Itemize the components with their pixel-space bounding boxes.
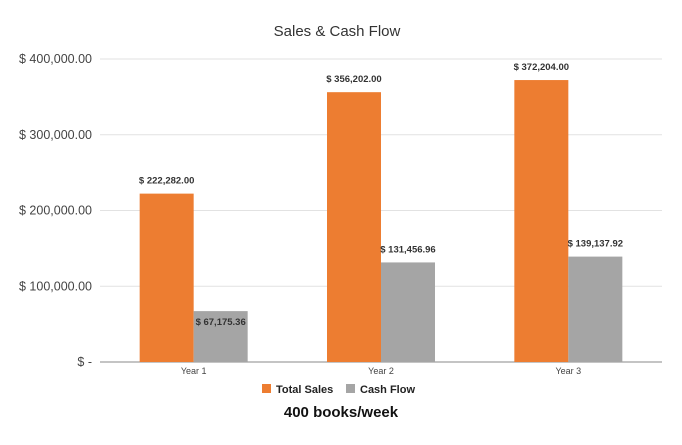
caption: 400 books/week [283, 404, 399, 421]
bar-cash-flow [568, 256, 623, 362]
bar-total-sales [514, 80, 569, 362]
bar-total-sales [327, 92, 381, 362]
data-label: $ 139,137.92 [568, 239, 623, 250]
legend-label: Cash Flow [360, 384, 415, 396]
y-axis-ticks: $ - $ 100,000.00 $ 200,000.00 $ 300,000.00 $… [19, 52, 92, 369]
y-tick-label: $ 300,000.00 [19, 128, 92, 142]
bar-total-sales [139, 193, 194, 362]
legend-swatch [346, 384, 355, 393]
y-tick-label: $ 100,000.00 [19, 279, 92, 293]
bars [139, 80, 623, 362]
data-label: $ 67,175.36 [196, 317, 246, 328]
data-label: $ 372,204.00 [514, 62, 569, 73]
data-label: $ 356,202.00 [326, 74, 381, 85]
x-tick-label: Year 1 [181, 366, 207, 376]
bar-cash-flow [381, 262, 435, 362]
x-axis-ticks: Year 1 Year 2 Year 3 [181, 366, 581, 376]
legend-label: Total Sales [276, 384, 333, 396]
data-label: $ 222,282.00 [139, 176, 194, 187]
chart-title: Sales & Cash Flow [274, 23, 401, 40]
data-labels: $ 222,282.00 $ 67,175.36 $ 356,202.00 $ 131… [139, 62, 623, 328]
x-tick-label: Year 3 [555, 366, 581, 376]
y-tick-label: $ 200,000.00 [19, 204, 92, 218]
y-tick-label: $ 400,000.00 [19, 52, 92, 66]
legend: Total Sales Cash Flow [262, 384, 415, 396]
bar-cash-flow [193, 311, 248, 362]
sales-cash-flow-chart: Sales & Cash Flow $ - $ 100,000.00 $ 200,0… [19, 23, 662, 396]
y-tick-label: $ - [77, 355, 92, 369]
legend-swatch [262, 384, 271, 393]
data-label: $ 131,456.96 [380, 244, 435, 255]
x-tick-label: Year 2 [368, 366, 394, 376]
